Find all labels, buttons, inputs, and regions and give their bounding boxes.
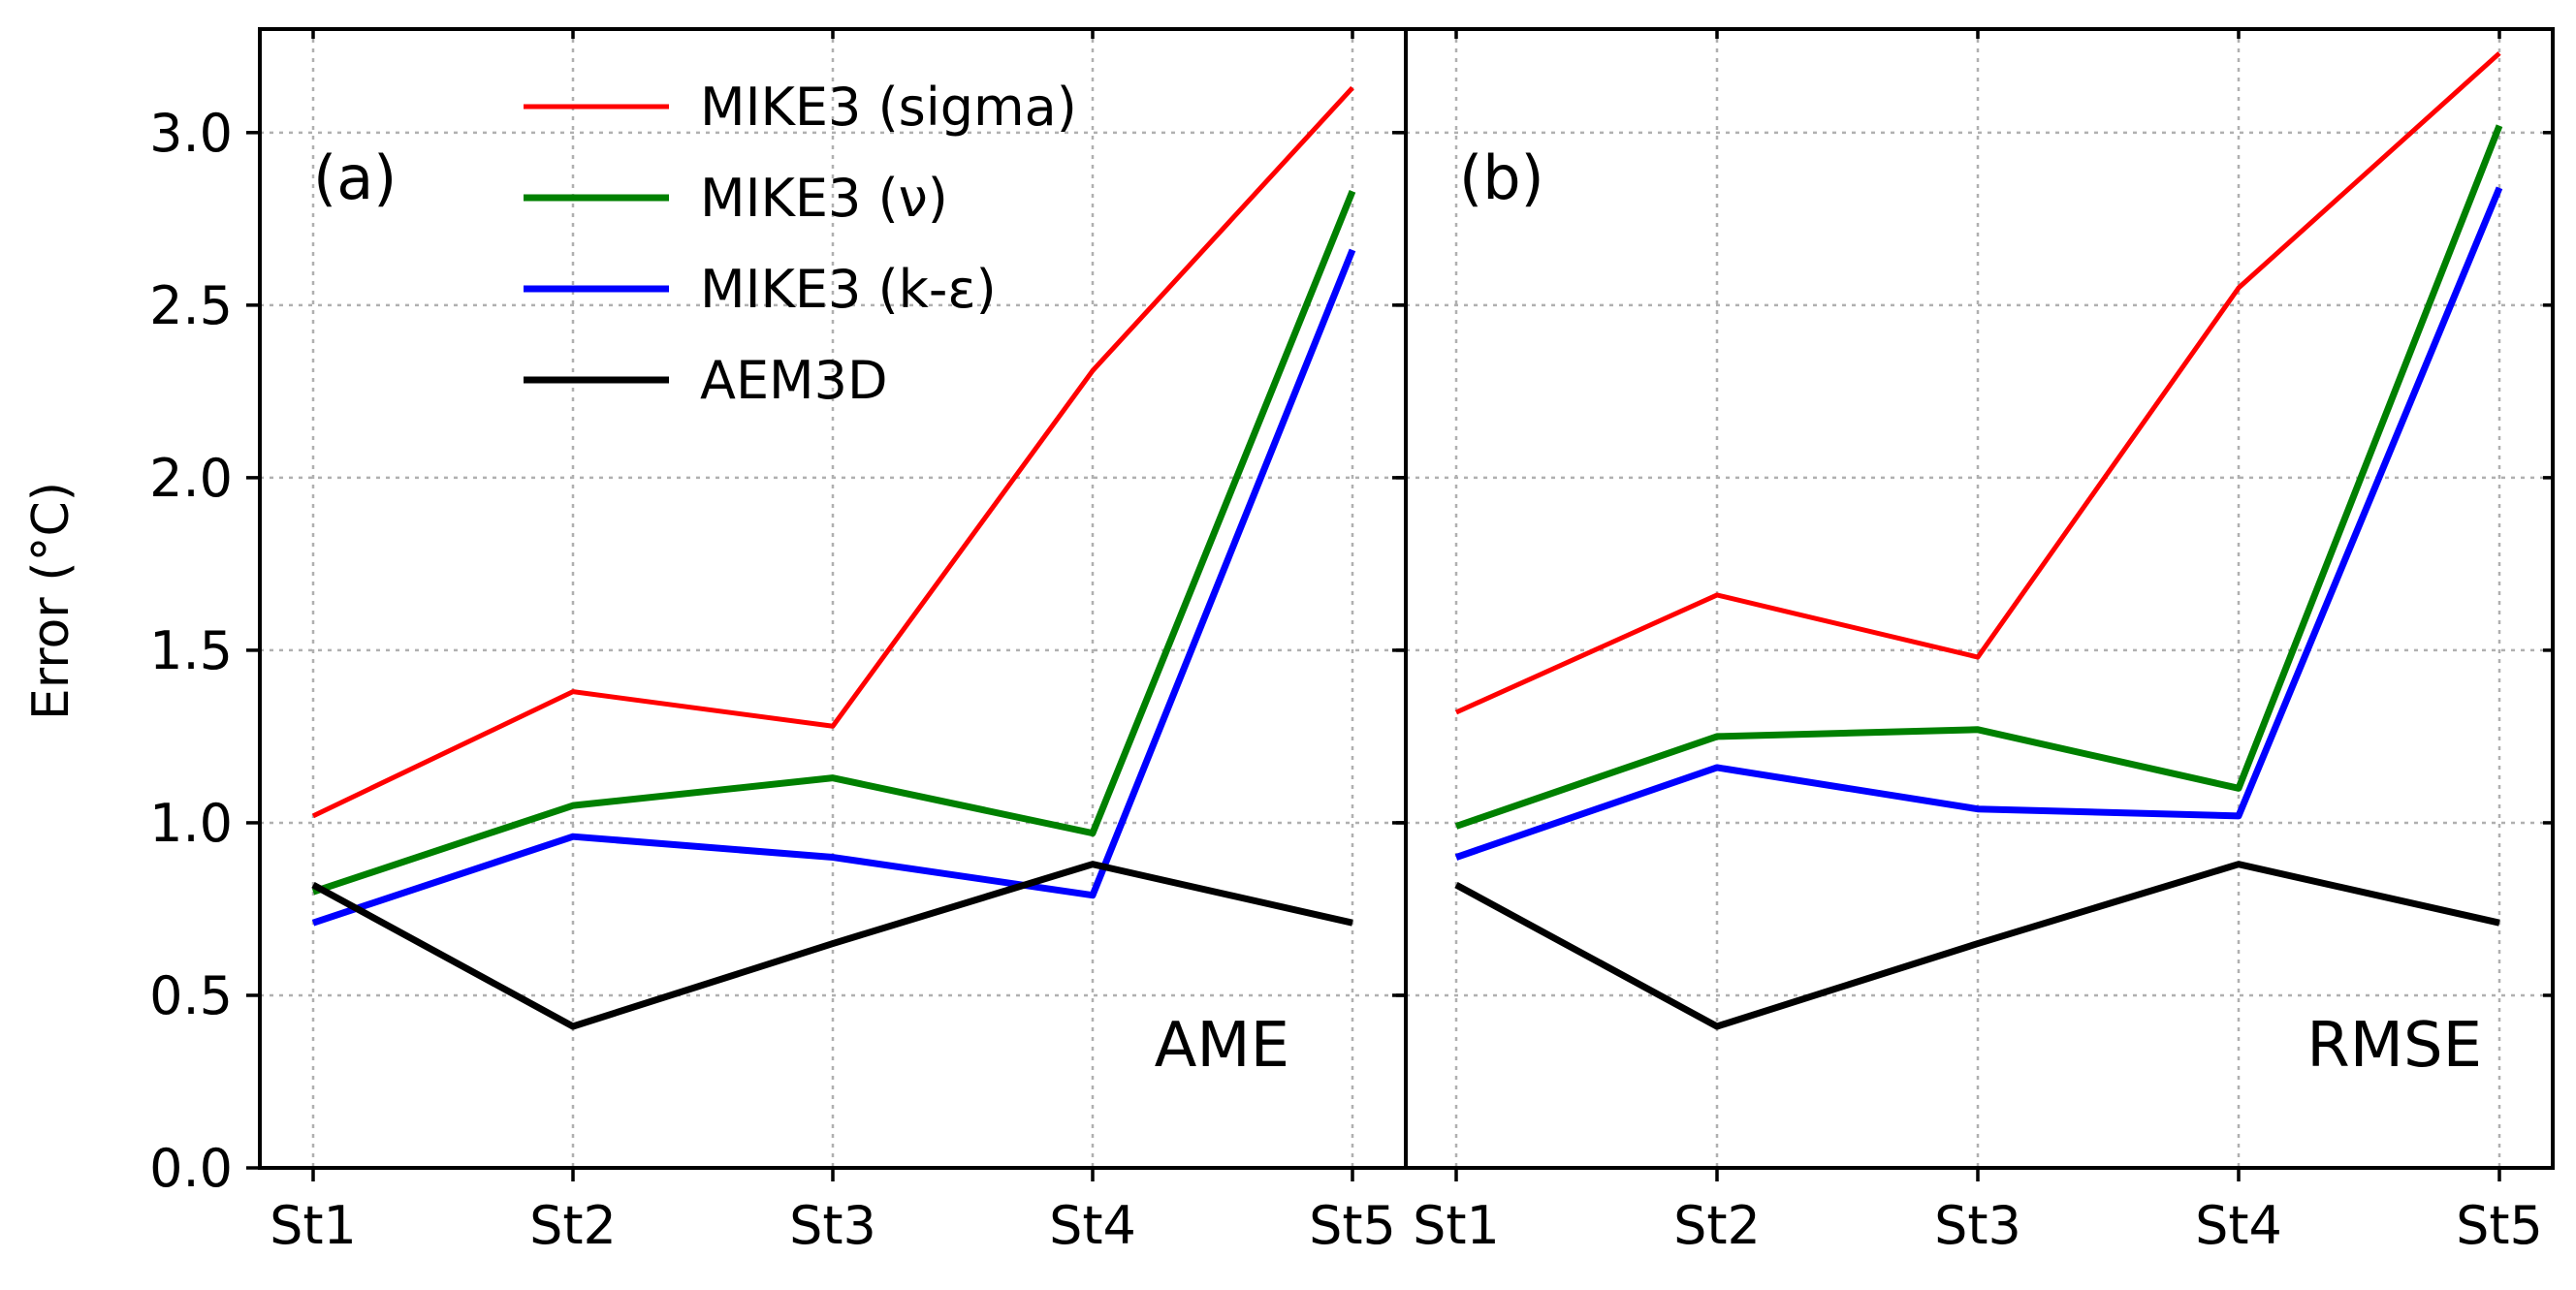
y-tick-label: 1.5 [149,620,233,681]
panel-ame: St1 St2 St3 St4 St5 0.0 0.5 1.0 1.5 2.0 2.5 3.0 (a) A… [149,27,1408,1256]
y-tick-label: 2.5 [149,275,233,336]
series-line-mike3-k [1454,186,2503,861]
series-line-mike3-sigma [311,85,1354,819]
panel-rmse: St1 St2 St3 St4 St5 (b) RMSE [1392,27,2555,1256]
gridlines [1406,29,2553,1168]
panel-label: (a) [313,142,397,213]
x-tick-label: St4 [2195,1195,2282,1256]
series-line-mike3-k [311,248,1356,927]
legend-label: MIKE3 (k-ε) [700,259,997,320]
series-line-aem3d [311,861,1353,1030]
y-tick-label: 0.5 [149,965,233,1026]
x-tick-label: St1 [270,1195,357,1256]
legend-label: MIKE3 (ν) [700,168,948,229]
x-tick-label: St5 [1309,1195,1396,1256]
x-tick-label: St3 [1934,1195,2021,1256]
gridlines [260,29,1406,1168]
x-tick-label: St1 [1413,1195,1500,1256]
axes-frame [1404,27,2555,1170]
y-tick-label: 3.0 [149,103,233,164]
x-tick-label: St2 [529,1195,617,1256]
x-tick-label: St4 [1049,1195,1136,1256]
y-axis-label: Error (°C) [22,482,80,720]
legend-label: MIKE3 (sigma) [700,77,1077,138]
metric-label: RMSE [2306,1010,2482,1082]
legend-label: AEM3D [700,350,888,411]
series-line-mike3 [1454,124,2503,830]
legend: MIKE3 (sigma) MIKE3 (ν) MIKE3 (k-ε) AEM3D [524,77,1077,411]
series-line-aem3d [1454,861,2500,1030]
series-line-mike3 [311,190,1356,896]
x-tick-label: St3 [789,1195,876,1256]
y-tick-label: 1.0 [149,793,233,854]
x-tick-label: St2 [1673,1195,1761,1256]
series-line-mike3-sigma [1454,51,2501,715]
y-tick-label: 2.0 [149,448,233,509]
panel-label: (b) [1459,142,1544,213]
x-tick-label: St5 [2456,1195,2543,1256]
y-tick-label: 0.0 [149,1138,233,1199]
metric-label: AME [1155,1010,1289,1082]
